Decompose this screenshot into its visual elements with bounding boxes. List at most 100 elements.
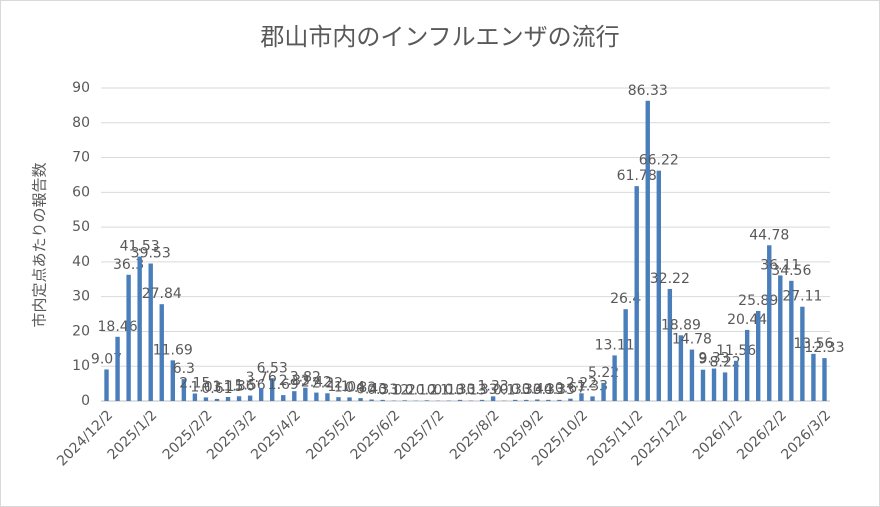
bar: [513, 399, 518, 401]
data-label: 6.53: [257, 360, 288, 376]
bar: [579, 393, 584, 401]
chart-title: 郡山市内のインフルエンザの流行: [260, 23, 619, 51]
data-label: 1.1: [327, 379, 349, 395]
bar: [236, 396, 242, 401]
data-label: 0.1: [427, 383, 449, 399]
data-label: 26.4: [610, 291, 641, 307]
data-label: 0.33: [533, 382, 564, 398]
bar: [711, 368, 717, 401]
bar: [689, 349, 695, 401]
bar: [800, 306, 805, 401]
bar: [203, 397, 209, 401]
data-label: 41.53: [120, 239, 160, 255]
data-label: 5.22: [588, 365, 619, 381]
data-label: 0.61: [201, 381, 232, 397]
bar: [369, 399, 374, 401]
bar: [137, 256, 142, 401]
bar: [767, 245, 772, 401]
data-label: 2.22: [566, 375, 597, 391]
data-label: 1.33: [478, 378, 509, 394]
bar: [192, 393, 198, 401]
bar: [281, 395, 286, 401]
data-label: 18.89: [661, 317, 701, 333]
y-tick-label: 40: [72, 254, 90, 270]
bar: [292, 391, 297, 401]
bar: [634, 186, 639, 401]
data-label: 9.33: [698, 351, 729, 367]
bar: [700, 369, 706, 401]
data-label: 13.11: [595, 337, 635, 353]
y-tick-label: 10: [72, 358, 90, 374]
y-tick-label: 20: [72, 323, 90, 339]
bar: [645, 100, 650, 402]
bar: [303, 387, 308, 401]
data-label: 1.36: [223, 378, 254, 394]
data-label: 36.11: [760, 257, 800, 273]
y-tick-label: 80: [72, 115, 90, 131]
data-label: 1.56: [235, 378, 266, 394]
bar: [314, 392, 319, 401]
data-label: 3.76: [246, 370, 277, 386]
data-label: 61.78: [617, 168, 657, 184]
y-tick-label: 0: [81, 393, 90, 409]
bar: [557, 399, 562, 401]
bar: [546, 399, 551, 401]
bar: [347, 397, 352, 401]
data-label: 1.04: [334, 379, 365, 395]
bar: [590, 396, 595, 401]
data-label: 66.22: [639, 153, 679, 169]
bar: [722, 372, 728, 401]
bar: [756, 310, 761, 401]
data-label: 0.44: [522, 381, 553, 397]
data-label: 1.69: [268, 377, 299, 393]
data-label: 9.07: [91, 351, 122, 367]
data-label: 0.33: [367, 382, 398, 398]
data-label: 27.11: [782, 289, 822, 305]
bar: [656, 170, 661, 401]
bar: [181, 379, 187, 401]
data-label: 1.15: [212, 379, 243, 395]
data-label: 25.89: [738, 293, 778, 309]
bar: [325, 393, 330, 401]
data-label: 36.3: [113, 257, 144, 273]
bar: [104, 369, 109, 401]
data-label: 3.82: [290, 370, 321, 386]
data-label: 1.03: [190, 379, 221, 395]
bar: [336, 397, 341, 401]
bar: [490, 396, 496, 401]
bar: [170, 360, 175, 401]
bar: [789, 280, 794, 401]
data-label: 0.33: [544, 382, 575, 398]
bar: [148, 263, 153, 401]
data-label: 13.56: [793, 336, 833, 352]
data-label: 8.22: [709, 354, 740, 370]
bar: [601, 382, 606, 401]
data-label: 12.33: [804, 340, 844, 356]
bar: [535, 399, 540, 401]
bar: [667, 288, 673, 401]
data-label: 39.53: [131, 246, 171, 262]
bar: [214, 398, 220, 401]
bar: [258, 387, 264, 401]
data-label: 18.46: [98, 319, 138, 335]
data-label: 0.13: [433, 383, 464, 399]
data-label: 2.22: [312, 375, 343, 391]
data-label: 0.33: [444, 382, 475, 398]
bar: [126, 274, 131, 401]
bar: [623, 309, 628, 401]
bar: [115, 336, 120, 401]
data-label: 0.2: [394, 382, 416, 398]
bar: [457, 399, 463, 401]
data-label: 14.78: [672, 332, 712, 348]
bar: [678, 335, 684, 401]
y-tick-label: 60: [72, 184, 90, 200]
data-label: 0.2: [416, 382, 438, 398]
data-label: 0.67: [555, 381, 586, 397]
bar: [822, 358, 827, 401]
bar: [479, 399, 485, 401]
data-label: 0.1: [493, 383, 515, 399]
data-label: 0.83: [345, 380, 376, 396]
data-label: 27.84: [142, 286, 182, 302]
